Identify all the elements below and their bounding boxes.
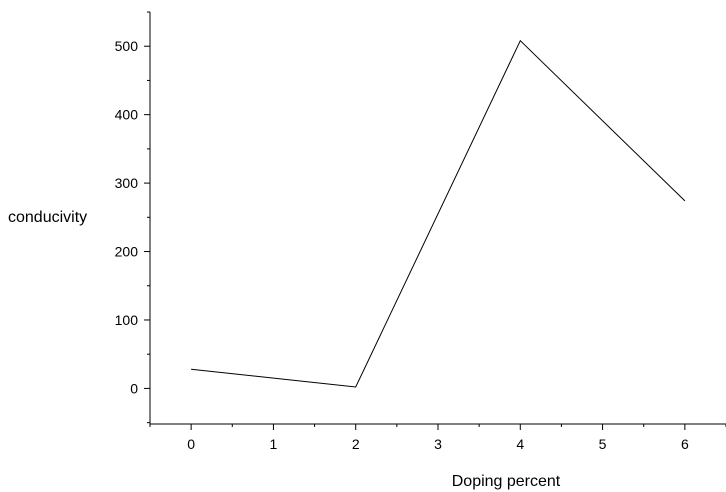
x-tick-label: 1 [270, 436, 278, 452]
y-tick-label: 200 [115, 244, 139, 260]
x-axis-label: Doping percent [452, 473, 561, 490]
x-tick-label: 6 [681, 436, 689, 452]
x-tick-label: 5 [599, 436, 607, 452]
y-axis-label: conducivity [8, 209, 87, 226]
y-tick-label: 500 [115, 38, 139, 54]
data-series [191, 39, 686, 388]
x-tick-label: 4 [516, 436, 524, 452]
y-tick-label: 300 [115, 175, 139, 191]
y-axis-ticks: 0 100 200 300 400 500 [115, 11, 150, 424]
x-tick-label: 0 [187, 436, 195, 452]
y-tick-label: 400 [115, 107, 139, 123]
y-tick-label: 0 [130, 380, 138, 396]
x-axis-ticks: 0 1 2 3 4 5 6 [149, 424, 726, 452]
series-line [191, 39, 686, 388]
x-tick-label: 2 [352, 436, 360, 452]
y-tick-label: 100 [115, 312, 139, 328]
x-tick-label: 3 [434, 436, 442, 452]
